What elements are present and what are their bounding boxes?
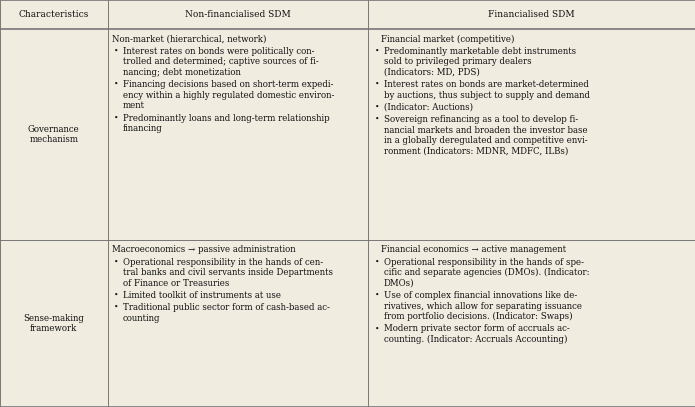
Text: nancing; debt monetization: nancing; debt monetization: [123, 68, 241, 77]
Text: Operational responsibility in the hands of cen-: Operational responsibility in the hands …: [123, 258, 323, 267]
Text: Interest rates on bonds were politically con-: Interest rates on bonds were politically…: [123, 47, 315, 56]
Text: •: •: [375, 103, 379, 111]
Text: Financialised SDM: Financialised SDM: [489, 10, 575, 19]
Text: financing: financing: [123, 124, 163, 133]
Text: in a globally deregulated and competitive envi-: in a globally deregulated and competitiv…: [384, 136, 587, 145]
Text: Macroeconomics → passive administration: Macroeconomics → passive administration: [112, 245, 295, 254]
Text: ment: ment: [123, 101, 145, 110]
Text: •: •: [114, 80, 118, 88]
Text: Financial market (competitive): Financial market (competitive): [381, 35, 514, 44]
Text: counting. (Indicator: Accruals Accounting): counting. (Indicator: Accruals Accountin…: [384, 335, 567, 344]
Text: •: •: [114, 303, 118, 311]
Text: nancial markets and broaden the investor base: nancial markets and broaden the investor…: [384, 126, 587, 135]
Text: •: •: [114, 258, 118, 266]
Text: Financial economics → active management: Financial economics → active management: [381, 245, 566, 254]
Text: Sense-making
framework: Sense-making framework: [24, 314, 84, 333]
Text: DMOs): DMOs): [384, 279, 414, 288]
Text: •: •: [114, 47, 118, 55]
Text: Sovereign refinancing as a tool to develop fi-: Sovereign refinancing as a tool to devel…: [384, 115, 578, 124]
Text: •: •: [375, 291, 379, 299]
Text: trolled and determined; captive sources of fi-: trolled and determined; captive sources …: [123, 57, 319, 66]
Text: Operational responsibility in the hands of spe-: Operational responsibility in the hands …: [384, 258, 584, 267]
Text: Non-market (hierarchical, network): Non-market (hierarchical, network): [112, 35, 266, 44]
Text: Non-financialised SDM: Non-financialised SDM: [185, 10, 291, 19]
Text: Financing decisions based on short-term expedi-: Financing decisions based on short-term …: [123, 80, 334, 89]
Text: Traditional public sector form of cash-based ac-: Traditional public sector form of cash-b…: [123, 303, 330, 312]
Text: ronment (Indicators: MDNR, MDFC, ILBs): ronment (Indicators: MDNR, MDFC, ILBs): [384, 147, 568, 156]
Text: counting: counting: [123, 314, 161, 323]
Text: Use of complex financial innovations like de-: Use of complex financial innovations lik…: [384, 291, 577, 300]
Text: Predominantly marketable debt instruments: Predominantly marketable debt instrument…: [384, 47, 575, 56]
Text: Characteristics: Characteristics: [19, 10, 89, 19]
Text: •: •: [375, 47, 379, 55]
Text: tral banks and civil servants inside Departments: tral banks and civil servants inside Dep…: [123, 268, 333, 277]
Text: •: •: [375, 258, 379, 266]
Text: cific and separate agencies (DMOs). (Indicator:: cific and separate agencies (DMOs). (Ind…: [384, 268, 589, 277]
Text: Interest rates on bonds are market-determined: Interest rates on bonds are market-deter…: [384, 80, 589, 89]
Text: (Indicators: MD, PDS): (Indicators: MD, PDS): [384, 68, 480, 77]
Text: sold to privileged primary dealers: sold to privileged primary dealers: [384, 57, 531, 66]
Text: (Indicator: Auctions): (Indicator: Auctions): [384, 103, 473, 112]
Text: Modern private sector form of accruals ac-: Modern private sector form of accruals a…: [384, 324, 569, 333]
Text: •: •: [375, 324, 379, 333]
Text: by auctions, thus subject to supply and demand: by auctions, thus subject to supply and …: [384, 91, 589, 100]
Text: •: •: [375, 80, 379, 88]
Text: Predominantly loans and long-term relationship: Predominantly loans and long-term relati…: [123, 114, 329, 123]
Text: Governance
mechanism: Governance mechanism: [28, 125, 80, 144]
Text: from portfolio decisions. (Indicator: Swaps): from portfolio decisions. (Indicator: Sw…: [384, 312, 572, 321]
Text: of Finance or Treasuries: of Finance or Treasuries: [123, 279, 229, 288]
Text: ency within a highly regulated domestic environ-: ency within a highly regulated domestic …: [123, 91, 334, 100]
Text: •: •: [114, 291, 118, 299]
Text: •: •: [375, 115, 379, 123]
Text: rivatives, which allow for separating issuance: rivatives, which allow for separating is…: [384, 302, 582, 311]
Text: •: •: [114, 114, 118, 122]
Text: Limited toolkit of instruments at use: Limited toolkit of instruments at use: [123, 291, 281, 300]
